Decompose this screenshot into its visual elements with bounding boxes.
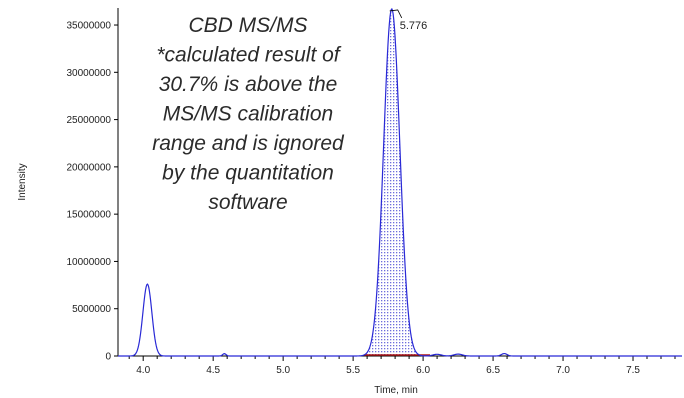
x-tick-label: 6.5	[486, 365, 500, 376]
y-axis-title: Intensity	[17, 163, 28, 200]
x-tick-label: 6.0	[416, 365, 430, 376]
annotation-line: by the quantitation	[162, 162, 334, 185]
annotation-line: software	[208, 191, 287, 214]
x-tick-label: 4.0	[136, 365, 150, 376]
y-tick-label: 15000000	[67, 210, 112, 221]
y-tick-label: 20000000	[67, 162, 112, 173]
peak-retention-time-label: 5.776	[400, 20, 428, 32]
y-tick-label: 10000000	[67, 257, 112, 268]
x-axis-ticks: 4.0 4.5 5.0 5.5 6.0 6.5 7.0 7.5	[128, 356, 676, 376]
y-tick-label: 25000000	[67, 115, 112, 126]
annotation-line: range and is ignored	[152, 132, 345, 155]
y-tick-label: 30000000	[67, 68, 112, 79]
y-tick-label: 0	[105, 352, 111, 363]
x-tick-label: 4.5	[206, 365, 220, 376]
x-tick-label: 7.0	[556, 365, 570, 376]
x-tick-label: 5.0	[276, 365, 290, 376]
chart-annotation: CBD MS/MS *calculated result of 30.7% is a…	[152, 14, 345, 214]
annotation-line: MS/MS calibration	[163, 103, 333, 126]
y-tick-label: 5000000	[72, 304, 111, 315]
x-axis-title: Time, min	[374, 385, 418, 396]
x-tick-label: 7.5	[626, 365, 640, 376]
annotation-line: CBD MS/MS	[188, 14, 307, 37]
x-tick-label: 5.5	[346, 365, 360, 376]
annotation-line: *calculated result of	[156, 44, 341, 67]
y-axis-ticks: 0 5000000 10000000 15000000 20000000 25000000…	[67, 21, 118, 363]
annotation-line: 30.7% is above the	[159, 73, 338, 96]
peak-label-leader	[389, 9, 403, 19]
chromatogram-trace	[118, 7, 682, 357]
y-tick-label: 35000000	[67, 21, 112, 32]
integrated-peak-area	[364, 8, 431, 357]
